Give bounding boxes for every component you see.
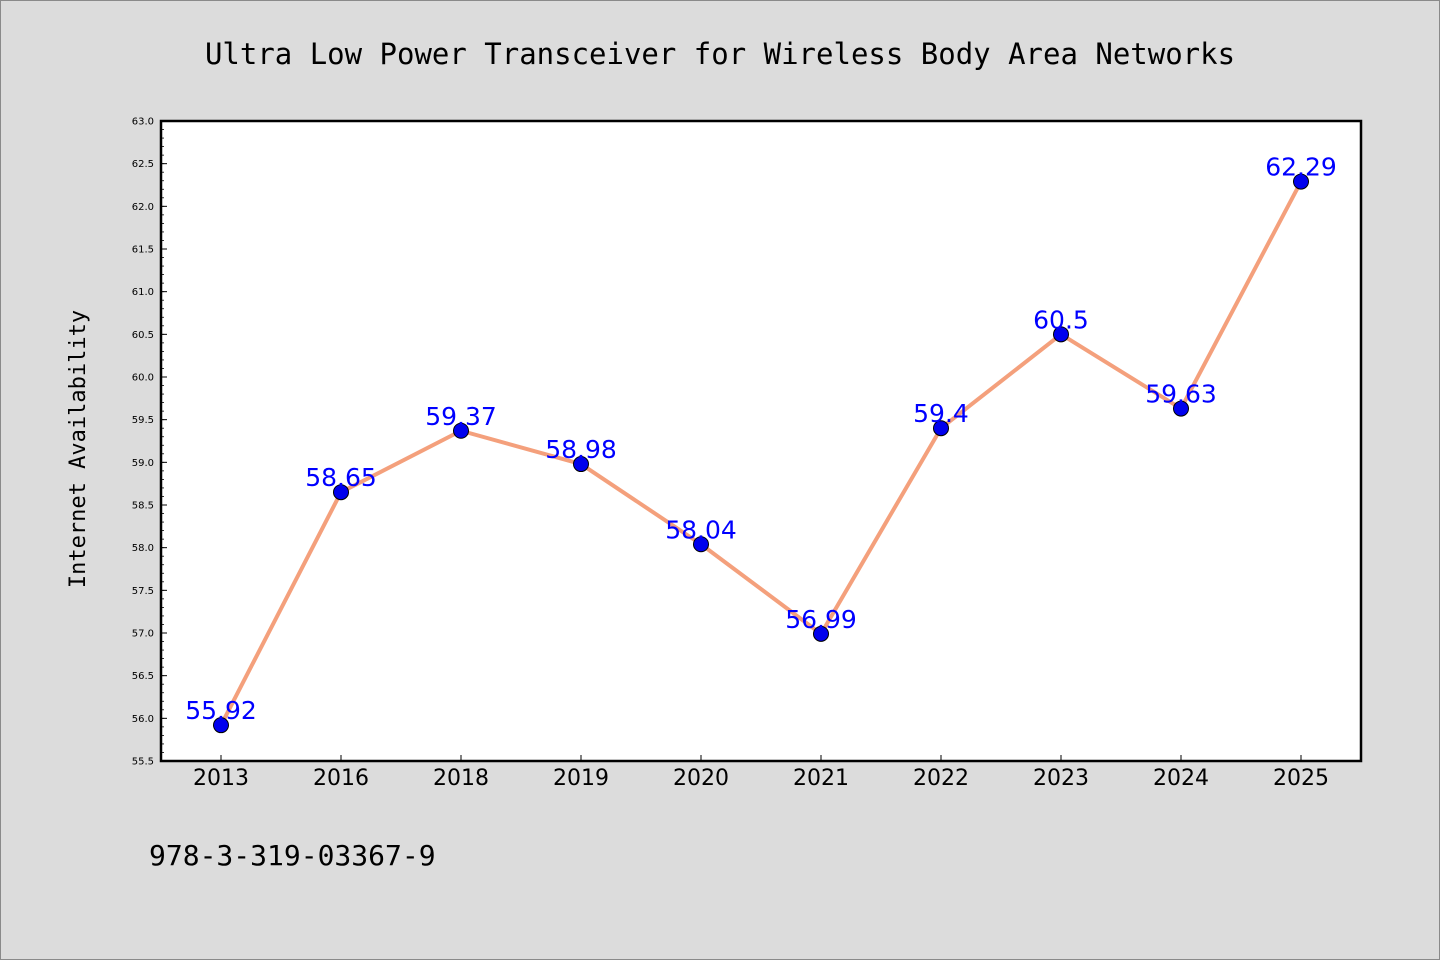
x-tick-label: 2018 (433, 766, 489, 791)
data-point (693, 536, 709, 553)
y-tick-label: 61.5 (132, 245, 154, 256)
series-line (219, 179, 1303, 728)
data-label: 59.4 (913, 399, 969, 428)
y-tick-label: 59.0 (132, 458, 154, 469)
x-tick-label: 2021 (793, 766, 849, 791)
y-tick-label: 57.5 (132, 586, 154, 597)
data-labels: 55.92 58.65 59.37 58.98 58.04 56.99 59.4 60.5 59… (185, 153, 1337, 726)
y-tick-label: 58.5 (132, 501, 154, 512)
y-tick-label: 59.5 (132, 415, 154, 426)
y-tick-label: 63.0 (132, 117, 154, 128)
y-tick-label: 61.0 (132, 287, 154, 298)
isbn-footer: 978-3-319-03367-9 (149, 839, 436, 872)
x-tick-label: 2019 (553, 766, 609, 791)
series-lines (219, 179, 1303, 728)
x-tick-label: 2024 (1153, 766, 1209, 791)
data-point (333, 484, 349, 501)
x-tick-label: 2022 (913, 766, 969, 791)
x-tick-label: 2023 (1033, 766, 1089, 791)
y-tick-label: 55.5 (132, 757, 154, 768)
data-label: 59.37 (425, 402, 497, 431)
y-tick-label: 62.0 (132, 202, 154, 213)
data-point (933, 420, 949, 437)
data-label: 58.04 (665, 515, 737, 544)
x-tick-label: 2016 (313, 766, 369, 791)
data-label: 60.5 (1033, 305, 1089, 334)
data-point (453, 422, 469, 439)
data-point (813, 625, 829, 642)
data-label: 59.63 (1145, 380, 1217, 409)
x-axis-ticks: 2013 2016 2018 2019 2020 2021 2022 2023 2024 2025 (193, 755, 1329, 791)
chart-title: Ultra Low Power Transceiver for Wireless… (205, 37, 1235, 71)
data-point (1173, 400, 1189, 417)
y-axis-label: Internet Availability (66, 310, 91, 588)
plot-area (159, 119, 1363, 763)
y-tick-label: 56.5 (132, 671, 154, 682)
data-label: 58.65 (305, 463, 377, 492)
data-point (573, 456, 589, 473)
data-label: 55.92 (185, 696, 257, 725)
x-tick-label: 2013 (193, 766, 249, 791)
y-tick-label: 58.0 (132, 543, 154, 554)
data-markers (213, 173, 1309, 734)
x-tick-label: 2020 (673, 766, 729, 791)
y-axis-ticks: 55.5 56.0 56.5 57.0 57.5 58.0 58.5 59.0 59.5 60.0… (132, 117, 167, 768)
y-tick-label: 57.0 (132, 629, 154, 640)
data-point (1053, 326, 1069, 343)
data-label: 56.99 (785, 605, 857, 634)
y-tick-label: 62.5 (132, 159, 154, 170)
y-tick-label: 60.5 (132, 330, 154, 341)
data-label: 58.98 (545, 435, 617, 464)
data-point (1293, 173, 1309, 190)
y-tick-label: 60.0 (132, 373, 154, 384)
data-point (213, 717, 229, 734)
x-tick-label: 2025 (1273, 766, 1329, 791)
data-label: 62.29 (1265, 153, 1337, 182)
y-tick-label: 56.0 (132, 714, 154, 725)
